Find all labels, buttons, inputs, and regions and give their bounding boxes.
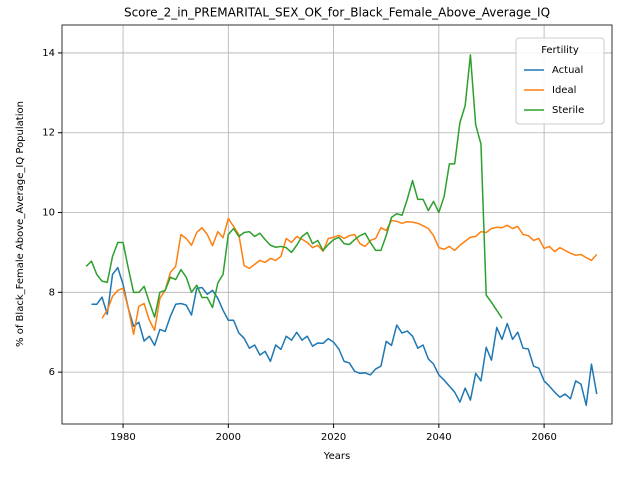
x-axis-label: Years bbox=[323, 451, 350, 462]
y-tick-label: 10 bbox=[42, 208, 55, 219]
series-line bbox=[101, 217, 598, 335]
legend-box bbox=[515, 37, 605, 125]
legend-label: Actual bbox=[552, 65, 583, 76]
chart-title: Score_2_in_PREMARITAL_SEX_OK_for_Black_F… bbox=[124, 6, 550, 20]
legend-title: Fertility bbox=[541, 45, 579, 56]
y-axis-label: % of Black_Female Above_Average_IQ Popul… bbox=[15, 101, 26, 347]
plot-frame bbox=[61, 24, 613, 425]
y-tick-label: 8 bbox=[49, 287, 55, 298]
legend-label: Sterile bbox=[552, 105, 584, 116]
legend-label: Ideal bbox=[552, 85, 576, 96]
y-tick-label: 12 bbox=[42, 128, 55, 139]
y-tick-label: 6 bbox=[49, 367, 55, 378]
y-tick-label: 14 bbox=[42, 48, 55, 59]
x-tick-label: 2060 bbox=[531, 432, 556, 443]
x-tick-label: 2040 bbox=[426, 432, 451, 443]
x-tick-label: 2000 bbox=[216, 432, 241, 443]
x-tick-label: 1980 bbox=[110, 432, 135, 443]
series-line bbox=[85, 54, 503, 319]
series-line bbox=[91, 266, 598, 406]
x-tick-label: 2020 bbox=[321, 432, 346, 443]
